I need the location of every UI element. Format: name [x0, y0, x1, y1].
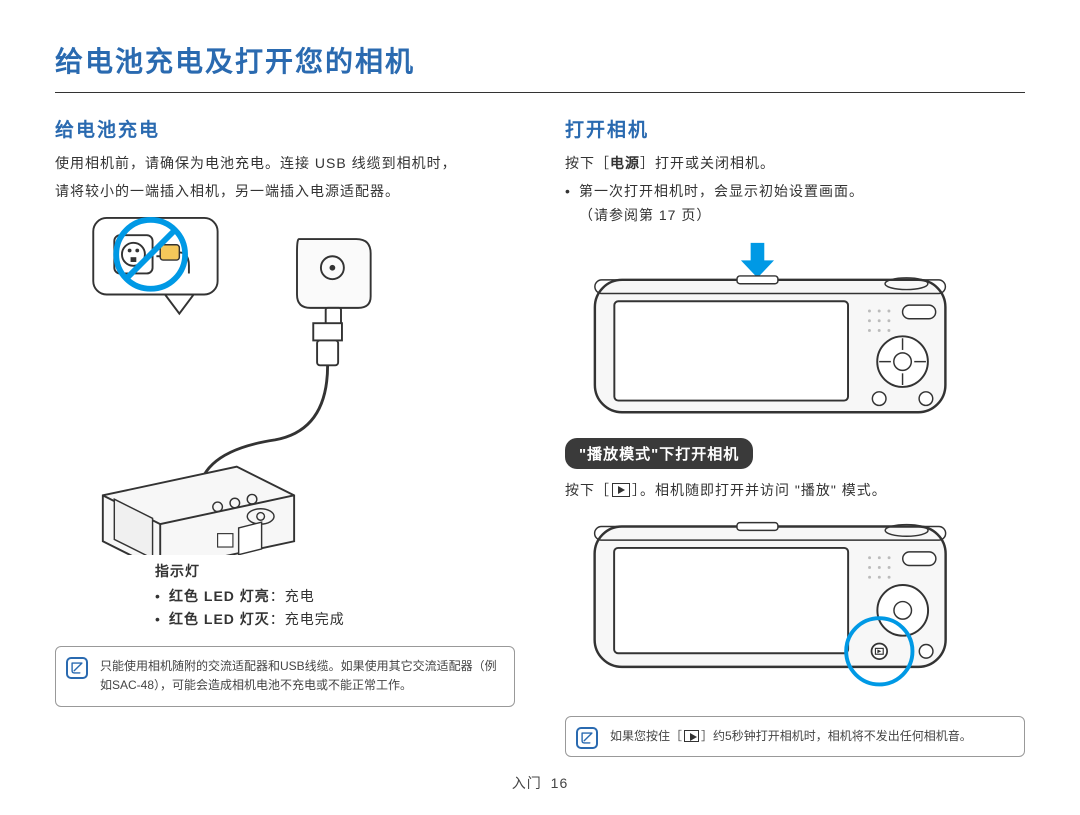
- right-note-text: 如果您按住［ ］约5秒钟打开相机时，相机将不发出任何相机音。: [610, 729, 972, 743]
- camera-play-illustration: [565, 507, 1025, 702]
- footer-label: 入门: [512, 775, 542, 791]
- play-icon: [684, 730, 699, 742]
- power-word: 电源: [610, 155, 640, 171]
- led-on-label: 红色 LED 灯亮: [169, 588, 270, 604]
- power-intro-prefix: 按下［: [565, 155, 610, 171]
- led-on-item: 红色 LED 灯亮：充电: [169, 585, 515, 609]
- power-bullets: 第一次打开相机时，会显示初始设置画面。 （请参阅第 17 页）: [565, 180, 1025, 228]
- led-list: 红色 LED 灯亮：充电 红色 LED 灯灭：充电完成: [155, 585, 515, 633]
- rnote-suffix: ］约5秒钟打开相机时，相机将不发出任何相机音。: [701, 729, 972, 743]
- led-off-item: 红色 LED 灯灭：充电完成: [169, 608, 515, 632]
- right-note: 如果您按住［ ］约5秒钟打开相机时，相机将不发出任何相机音。: [565, 716, 1025, 757]
- play-suffix: ］。相机随即打开并访问 "播放" 模式。: [632, 482, 887, 498]
- note-icon: [66, 657, 88, 679]
- power-intro: 按下［电源］打开或关闭相机。: [565, 152, 1025, 176]
- led-on-state: ：充电: [270, 588, 315, 604]
- charge-intro-1: 使用相机前，请确保为电池充电。连接 USB 线缆到相机时，: [55, 152, 515, 176]
- led-off-label: 红色 LED 灯灭: [169, 611, 270, 627]
- rnote-prefix: 如果您按住［: [610, 729, 682, 743]
- left-note-text: 只能使用相机随附的交流适配器和USB线缆。如果使用其它交流适配器（例如SAC-4…: [100, 659, 497, 692]
- footer-page: 16: [551, 775, 569, 791]
- left-note: 只能使用相机随附的交流适配器和USB线缆。如果使用其它交流适配器（例如SAC-4…: [55, 646, 515, 706]
- power-bullet-1: 第一次打开相机时，会显示初始设置画面。 （请参阅第 17 页）: [579, 180, 1025, 228]
- charge-intro-2: 请将较小的一端插入相机，另一端插入电源适配器。: [55, 180, 515, 204]
- left-column: 给电池充电 使用相机前，请确保为电池充电。连接 USB 线缆到相机时， 请将较小…: [55, 115, 515, 757]
- bullet1b: （请参阅第 17 页）: [579, 207, 711, 223]
- play-icon: [612, 483, 630, 497]
- power-intro-suffix: ］打开或关闭相机。: [640, 155, 775, 171]
- play-mode-pill: "播放模式"下打开相机: [565, 438, 753, 469]
- camera-power-illustration: [565, 237, 1025, 422]
- note-icon: [576, 727, 598, 749]
- content-columns: 给电池充电 使用相机前，请确保为电池充电。连接 USB 线缆到相机时， 请将较小…: [55, 115, 1025, 757]
- charger-illustration: [55, 210, 515, 555]
- bullet1a: 第一次打开相机时，会显示初始设置画面。: [579, 183, 864, 199]
- play-intro: 按下［ ］。相机随即打开并访问 "播放" 模式。: [565, 479, 1025, 503]
- charge-heading: 给电池充电: [55, 115, 515, 142]
- led-off-state: ：充电完成: [270, 611, 345, 627]
- play-prefix: 按下［: [565, 482, 610, 498]
- indicator-heading: 指示灯: [155, 561, 515, 581]
- right-column: 打开相机 按下［电源］打开或关闭相机。 第一次打开相机时，会显示初始设置画面。 …: [565, 115, 1025, 757]
- power-heading: 打开相机: [565, 115, 1025, 142]
- page-footer: 入门 16: [0, 773, 1080, 793]
- page-title: 给电池充电及打开您的相机: [55, 40, 1025, 93]
